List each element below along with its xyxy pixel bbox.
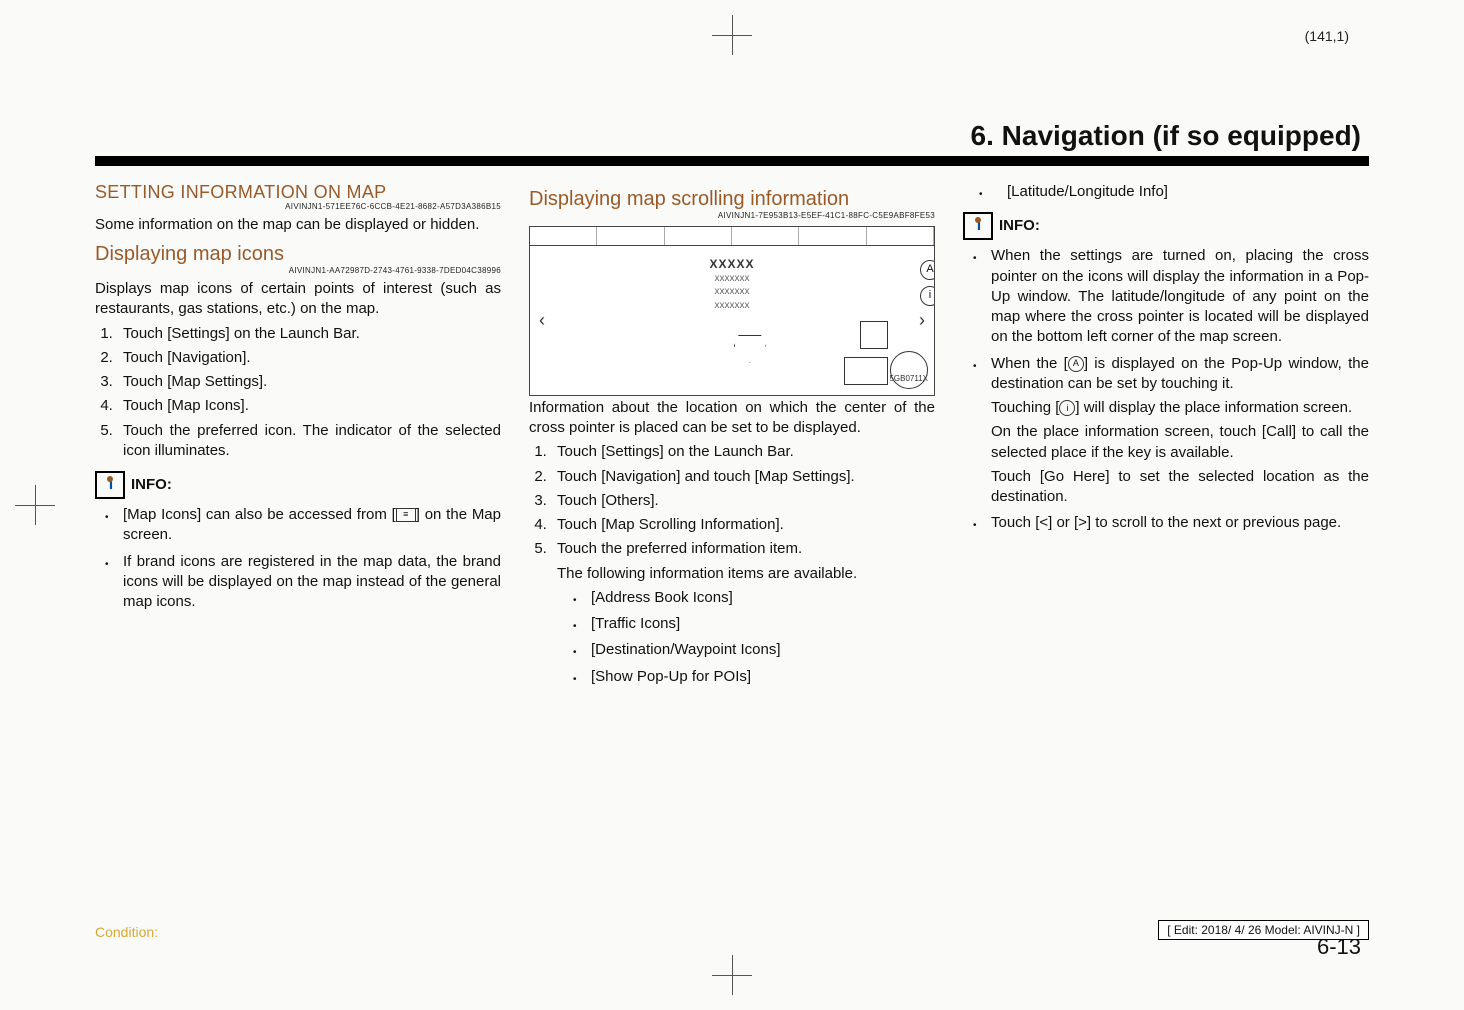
map-figure-tabs: [530, 227, 934, 246]
steps-list: Touch [Settings] on the Launch Bar. Touc…: [529, 442, 935, 687]
footer-edit-info: [ Edit: 2018/ 4/ 26 Model: AIVINJ-N ]: [1158, 920, 1369, 940]
info-label: INFO:: [999, 216, 1040, 236]
info-label: INFO:: [131, 475, 172, 495]
chapter-title: 6. Navigation (if so equipped): [95, 120, 1369, 152]
step: Touch [Map Icons].: [117, 396, 501, 416]
bullet: If brand icons are registered in the map…: [101, 552, 501, 613]
page-body: 6. Navigation (if so equipped) SETTING I…: [95, 60, 1369, 950]
bullet-text: ] will display the place information scr…: [1075, 399, 1352, 416]
bullet: Touch [<] or [>] to scroll to the next o…: [969, 513, 1369, 533]
bullet-text: Touch [Go Here] to set the selected loca…: [991, 467, 1369, 508]
bullet: [Map Icons] can also be accessed from [≡…: [101, 505, 501, 546]
info-callout: i INFO:: [963, 212, 1369, 240]
subsection-heading: Displaying map scrolling information: [529, 186, 935, 213]
map-title-text: XXXXX: [709, 256, 754, 272]
step: Touch [Map Settings].: [117, 372, 501, 392]
paragraph: Displays map icons of certain points of …: [95, 279, 501, 320]
map-symbols: A i: [920, 260, 935, 306]
crop-mark-top: [712, 15, 752, 55]
step-text: The following information items are avai…: [557, 564, 935, 584]
sub-bullet: [Destination/Waypoint Icons]: [571, 640, 935, 660]
columns: SETTING INFORMATION ON MAP AIVINJN1-571E…: [95, 180, 1369, 693]
step: Touch [Map Scrolling Information].: [551, 515, 935, 535]
figure-id: 5GB0711X: [889, 374, 928, 385]
bullet-text: Touching [: [991, 399, 1059, 416]
info-circle-icon: i: [920, 286, 935, 306]
bullet-text: On the place information screen, touch […: [991, 422, 1369, 463]
bullet-text: [Map Icons] can also be accessed from [: [123, 506, 396, 523]
dest-circle-icon: A: [920, 260, 935, 280]
map-sub-text: xxxxxxx: [709, 299, 754, 313]
map-rect: [844, 357, 888, 385]
bullet-text: When the [: [991, 355, 1068, 372]
step: Touch [Settings] on the Launch Bar.: [551, 442, 935, 462]
bullet: When the settings are turned on, placing…: [969, 246, 1369, 347]
info-bullets: [Map Icons] can also be accessed from [≡…: [95, 505, 501, 612]
column-3: [Latitude/Longitude Info] i INFO: When t…: [963, 180, 1369, 693]
map-sub-text: xxxxxxx: [709, 285, 754, 299]
step: Touch [Settings] on the Launch Bar.: [117, 324, 501, 344]
step: Touch the preferred information item. Th…: [551, 539, 935, 687]
subsection-heading: Displaying map icons: [95, 241, 501, 268]
map-small-rect: [860, 321, 888, 349]
bullet-text: Touching [i] will display the place info…: [991, 398, 1369, 418]
bullet: When the [A] is displayed on the Pop-Up …: [969, 354, 1369, 508]
shield-icon: [734, 335, 766, 363]
info-icon: i: [963, 212, 993, 240]
step: Touch [Navigation].: [117, 348, 501, 368]
info-bullets: When the settings are turned on, placing…: [963, 246, 1369, 533]
crop-mark-bottom: [712, 955, 752, 995]
step-text: Touch the preferred information item.: [557, 540, 802, 557]
info-callout: i INFO:: [95, 471, 501, 499]
map-sub-text: xxxxxxx: [709, 272, 754, 286]
page-coordinate: (141,1): [1305, 28, 1349, 44]
steps-list: Touch [Settings] on the Launch Bar. Touc…: [95, 324, 501, 462]
step: Touch [Others].: [551, 491, 935, 511]
sub-bullets-cont: [Latitude/Longitude Info]: [963, 182, 1369, 202]
footer-condition: Condition:: [95, 924, 158, 940]
sub-bullets: [Address Book Icons] [Traffic Icons] [De…: [557, 588, 935, 687]
sub-bullet: [Show Pop-Up for POIs]: [571, 667, 935, 687]
column-1: SETTING INFORMATION ON MAP AIVINJN1-571E…: [95, 180, 501, 693]
info-circle-icon: i: [1059, 400, 1075, 416]
map-text: XXXXX xxxxxxx xxxxxxx xxxxxxx: [709, 256, 754, 313]
sub-bullet: [Address Book Icons]: [571, 588, 935, 608]
sub-bullet: [Latitude/Longitude Info]: [977, 182, 1369, 202]
section-heading: SETTING INFORMATION ON MAP: [95, 180, 501, 204]
title-rule: [95, 156, 1369, 166]
step: Touch the preferred icon. The indicator …: [117, 421, 501, 462]
crop-mark-left: [15, 485, 55, 525]
step: Touch [Navigation] and touch [Map Settin…: [551, 467, 935, 487]
map-left-arrow: ‹: [530, 246, 554, 395]
dest-circle-icon: A: [1068, 356, 1084, 372]
paragraph: Some information on the map can be displ…: [95, 215, 501, 235]
column-2: Displaying map scrolling information AIV…: [529, 180, 935, 693]
info-icon: i: [95, 471, 125, 499]
sub-bullet: [Traffic Icons]: [571, 614, 935, 634]
map-figure: ‹ XXXXX xxxxxxx xxxxxxx xxxxxxx A i: [529, 226, 935, 396]
paragraph: Information about the location on which …: [529, 398, 935, 439]
map-menu-icon: ≡: [396, 508, 416, 522]
